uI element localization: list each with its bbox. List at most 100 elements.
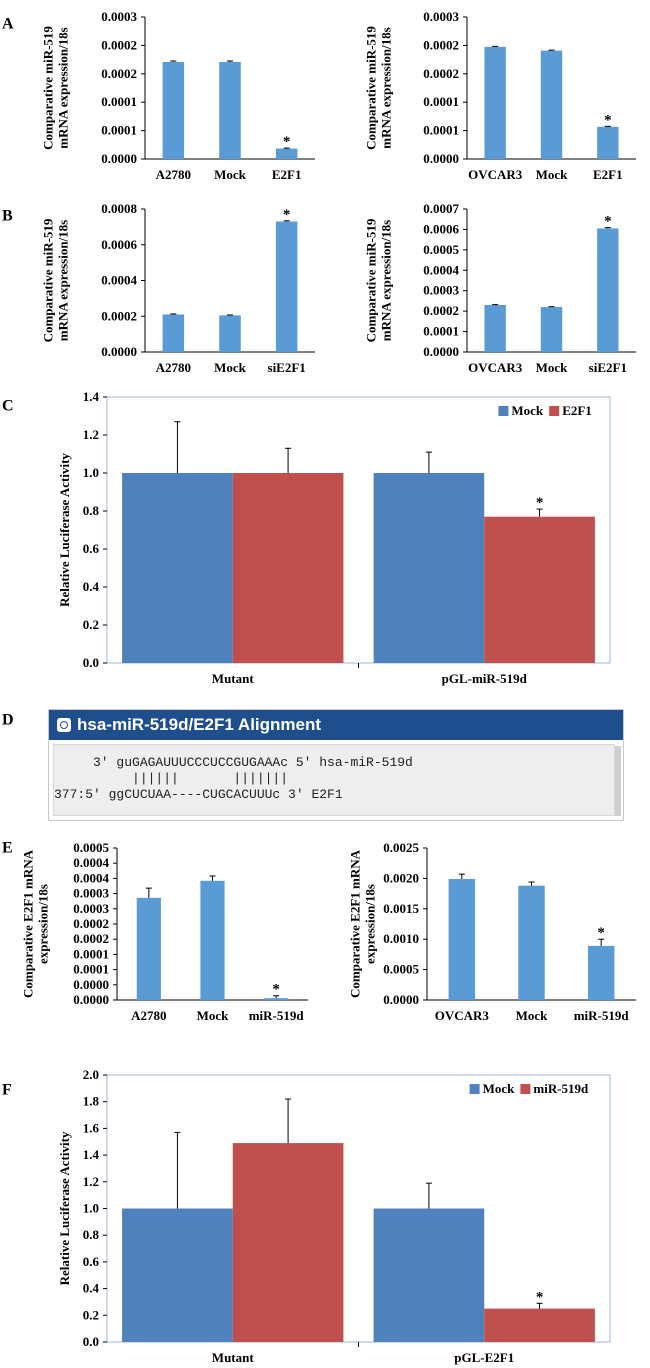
chart6-bar bbox=[587, 945, 615, 1000]
chart6-ytick-label: 0.0000 bbox=[383, 992, 419, 1007]
chart5-bar bbox=[200, 880, 225, 1000]
chart3-ytick-label: 0.0001 bbox=[423, 324, 459, 339]
chart5-ytick-label: 0.0005 bbox=[73, 840, 109, 855]
chart3-xtick-label: Mock bbox=[536, 360, 569, 375]
chart6-ytick-label: 0.0015 bbox=[383, 901, 419, 916]
chart4-ytick-label: 1.0 bbox=[83, 465, 99, 480]
chart3-bar bbox=[484, 305, 506, 352]
chart6-bar bbox=[448, 879, 476, 1000]
chart5-ylabel: Comparative E2F1 mRNA bbox=[20, 849, 35, 998]
chart5-ytick-label: 0.0004 bbox=[73, 870, 109, 885]
chart3-xtick-label: OVCAR3 bbox=[468, 360, 523, 375]
chart1-ytick-label: 0.0000 bbox=[423, 151, 459, 166]
chart3-ytick-label: 0.0000 bbox=[423, 344, 459, 359]
chart5-bar-significance: * bbox=[272, 982, 280, 998]
chart7-ytick-label: 0.6 bbox=[83, 1254, 100, 1269]
chart7-ytick-label: 0.4 bbox=[83, 1281, 100, 1296]
chart6-ytick-label: 0.0005 bbox=[383, 962, 419, 977]
chart5-ytick-label: 0.0000 bbox=[73, 992, 109, 1007]
chart2-ylabel: mRNA expression/18s bbox=[55, 220, 70, 341]
chart4-panel-label: C bbox=[2, 397, 14, 414]
chart6-ytick-label: 0.0020 bbox=[383, 870, 419, 885]
chart5-ytick-label: 0.0001 bbox=[73, 946, 109, 961]
alignment-line-mirna: 3' guGAGAUUUCCCUCCGUGAAAc 5' hsa-miR-519… bbox=[54, 755, 413, 770]
chart6-xtick-label: Mock bbox=[516, 1008, 549, 1023]
chart6-xtick-label: miR-519d bbox=[574, 1008, 630, 1023]
chart7-panel-label: F bbox=[2, 1081, 12, 1098]
chart4-legend-label: Mock bbox=[511, 403, 544, 418]
chart2-panel-label: B bbox=[2, 207, 13, 224]
chart5-xtick-label: Mock bbox=[197, 1008, 230, 1023]
chart3-ytick-label: 0.0005 bbox=[423, 242, 459, 257]
chart1-ytick-label: 0.0002 bbox=[423, 37, 459, 52]
chart7-legend-label: miR-519d bbox=[533, 1081, 589, 1096]
chart3-ytick-label: 0.0003 bbox=[423, 283, 459, 298]
chart6-ylabel: expression/18s bbox=[362, 884, 377, 964]
chart6-ylabel: Comparative E2F1 mRNA bbox=[347, 849, 362, 998]
chart7-xtick-label: Mutant bbox=[212, 1350, 255, 1365]
chart4-bar-mock bbox=[373, 473, 485, 663]
chart1-ytick-label: 0.0003 bbox=[423, 9, 459, 24]
chart7-bar-mock bbox=[122, 1208, 233, 1342]
alignment-line-e2f1: 377:5' ggCUCUAA----CUGCACUUUc 3' E2F1 bbox=[54, 787, 343, 802]
chart0-panel-label: A bbox=[2, 15, 14, 32]
chart3-ytick-label: 0.0002 bbox=[423, 303, 459, 318]
chart1-ytick-label: 0.0001 bbox=[423, 94, 459, 109]
chart1-ytick-label: 0.0001 bbox=[423, 123, 459, 138]
chart6-ytick-label: 0.0010 bbox=[383, 931, 419, 946]
chart4-bar-e2f1 bbox=[232, 473, 344, 663]
chart0-bar bbox=[219, 61, 241, 159]
chart3-xtick-label: siE2F1 bbox=[589, 360, 627, 375]
chart1-xtick-label: OVCAR3 bbox=[468, 167, 523, 182]
chart2-ytick-label: 0.0006 bbox=[101, 237, 137, 252]
chart7-ytick-label: 0.2 bbox=[83, 1307, 99, 1322]
alignment-body: 3' guGAGAUUUCCCUCCGUGAAAc 5' hsa-miR-519… bbox=[53, 744, 615, 816]
chart4-ytick-label: 0.6 bbox=[83, 541, 100, 556]
chart3-ytick-label: 0.0006 bbox=[423, 221, 459, 236]
chart7-legend-swatch bbox=[469, 1084, 480, 1094]
chart5-ytick-label: 0.0001 bbox=[73, 962, 109, 977]
chart0-ytick-label: 0.0002 bbox=[101, 37, 137, 52]
chart5-xtick-label: A2780 bbox=[131, 1008, 166, 1023]
alignment-scrollbar[interactable] bbox=[615, 746, 621, 816]
chart0-xtick-label: E2F1 bbox=[272, 167, 302, 182]
chart4-xtick-label: pGL-miR-519d bbox=[442, 671, 528, 686]
chart3-ylabel: mRNA expression/18s bbox=[378, 220, 393, 341]
chart5-ytick-label: 0.0002 bbox=[73, 931, 109, 946]
chart7-ytick-label: 1.0 bbox=[83, 1201, 99, 1216]
chart0-xtick-label: Mock bbox=[214, 167, 247, 182]
chart4-ytick-label: 0.0 bbox=[83, 655, 99, 670]
chart1-ylabel: Comparative miR-519 bbox=[363, 26, 378, 150]
chart3-ytick-label: 0.0007 bbox=[423, 201, 459, 216]
chart7-ytick-label: 1.4 bbox=[83, 1147, 100, 1162]
chart4-ytick-label: 0.4 bbox=[83, 579, 100, 594]
chart1-xtick-label: E2F1 bbox=[593, 167, 623, 182]
chart3-ytick-label: 0.0004 bbox=[423, 262, 459, 277]
chart2-bar bbox=[162, 314, 185, 352]
alignment-panel-label: D bbox=[2, 711, 14, 728]
chart5-ytick-label: 0.0002 bbox=[73, 916, 109, 931]
chart0-bar-significance: * bbox=[283, 134, 291, 150]
chart0-ytick-label: 0.0001 bbox=[101, 123, 137, 138]
alignment-panel: hsa-miR-519d/E2F1 Alignment 3' guGAGAUUU… bbox=[48, 709, 624, 821]
alignment-line-pairs: |||||| ||||||| bbox=[54, 771, 289, 786]
chart2-xtick-label: siE2F1 bbox=[268, 360, 306, 375]
alignment-text: 3' guGAGAUUUCCCUCCGUGAAAc 5' hsa-miR-519… bbox=[54, 745, 614, 803]
chart2-bar-significance: * bbox=[283, 207, 291, 223]
chart4-legend-swatch bbox=[549, 406, 560, 416]
chart5-xtick-label: miR-519d bbox=[249, 1008, 305, 1023]
chart2-bar bbox=[219, 315, 241, 352]
chart0-ylabel: mRNA expression/18s bbox=[55, 27, 70, 148]
chart7-ytick-label: 0.8 bbox=[83, 1227, 100, 1242]
chart4-xtick-label: Mutant bbox=[212, 671, 255, 686]
chart6-ytick-label: 0.0025 bbox=[383, 840, 419, 855]
chart5-ytick-label: 0.0000 bbox=[73, 977, 109, 992]
chart7-ylabel: Relative Luciferase Activity bbox=[57, 1131, 72, 1285]
chart1-ytick-label: 0.0002 bbox=[423, 66, 459, 81]
chart2-ytick-label: 0.0004 bbox=[101, 273, 137, 288]
chart5-ytick-label: 0.0003 bbox=[73, 901, 109, 916]
chart5-ylabel: expression/18s bbox=[35, 884, 50, 964]
chart3-bar bbox=[597, 228, 619, 352]
chart3-ylabel: Comparative miR-519 bbox=[363, 218, 378, 342]
chart4-legend-label: E2F1 bbox=[562, 403, 592, 418]
